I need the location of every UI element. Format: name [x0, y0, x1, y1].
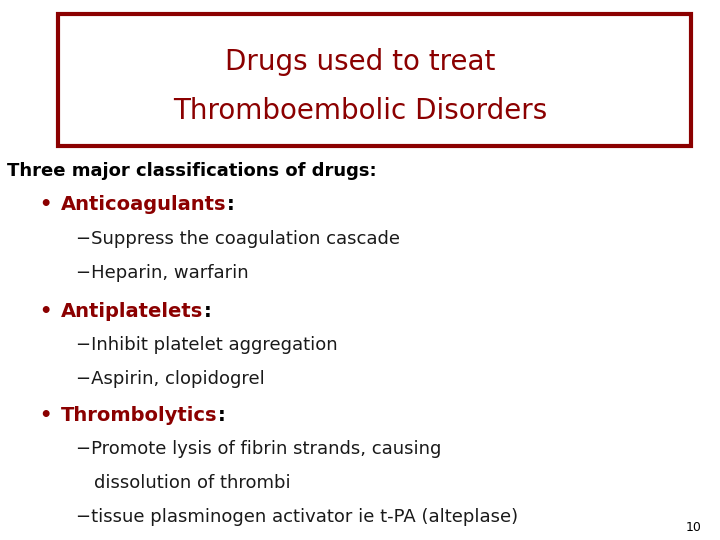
- Text: −Inhibit platelet aggregation: −Inhibit platelet aggregation: [76, 336, 337, 354]
- Text: −Suppress the coagulation cascade: −Suppress the coagulation cascade: [76, 230, 400, 247]
- Text: −Aspirin, clopidogrel: −Aspirin, clopidogrel: [76, 370, 264, 388]
- Text: −Heparin, warfarin: −Heparin, warfarin: [76, 264, 248, 281]
- Text: −Promote lysis of fibrin strands, causing: −Promote lysis of fibrin strands, causin…: [76, 440, 441, 458]
- Text: −tissue plasminogen activator ie t-PA (alteplase): −tissue plasminogen activator ie t-PA (a…: [76, 508, 518, 526]
- Text: 10: 10: [686, 521, 702, 534]
- Text: Antiplatelets: Antiplatelets: [61, 302, 204, 321]
- Text: •: •: [40, 302, 52, 321]
- Text: Thromboembolic Disorders: Thromboembolic Disorders: [173, 97, 547, 125]
- Text: Thrombolytics: Thrombolytics: [61, 406, 217, 425]
- Text: •: •: [40, 195, 52, 214]
- Text: Drugs used to treat: Drugs used to treat: [225, 48, 495, 76]
- Text: Anticoagulants: Anticoagulants: [61, 195, 227, 214]
- Text: Three major classifications of drugs:: Three major classifications of drugs:: [7, 162, 377, 180]
- Text: :: :: [217, 406, 225, 425]
- Text: •: •: [40, 406, 52, 425]
- Text: :: :: [227, 195, 235, 214]
- Text: :: :: [204, 302, 211, 321]
- Text: dissolution of thrombi: dissolution of thrombi: [94, 474, 290, 492]
- FancyBboxPatch shape: [58, 14, 691, 146]
